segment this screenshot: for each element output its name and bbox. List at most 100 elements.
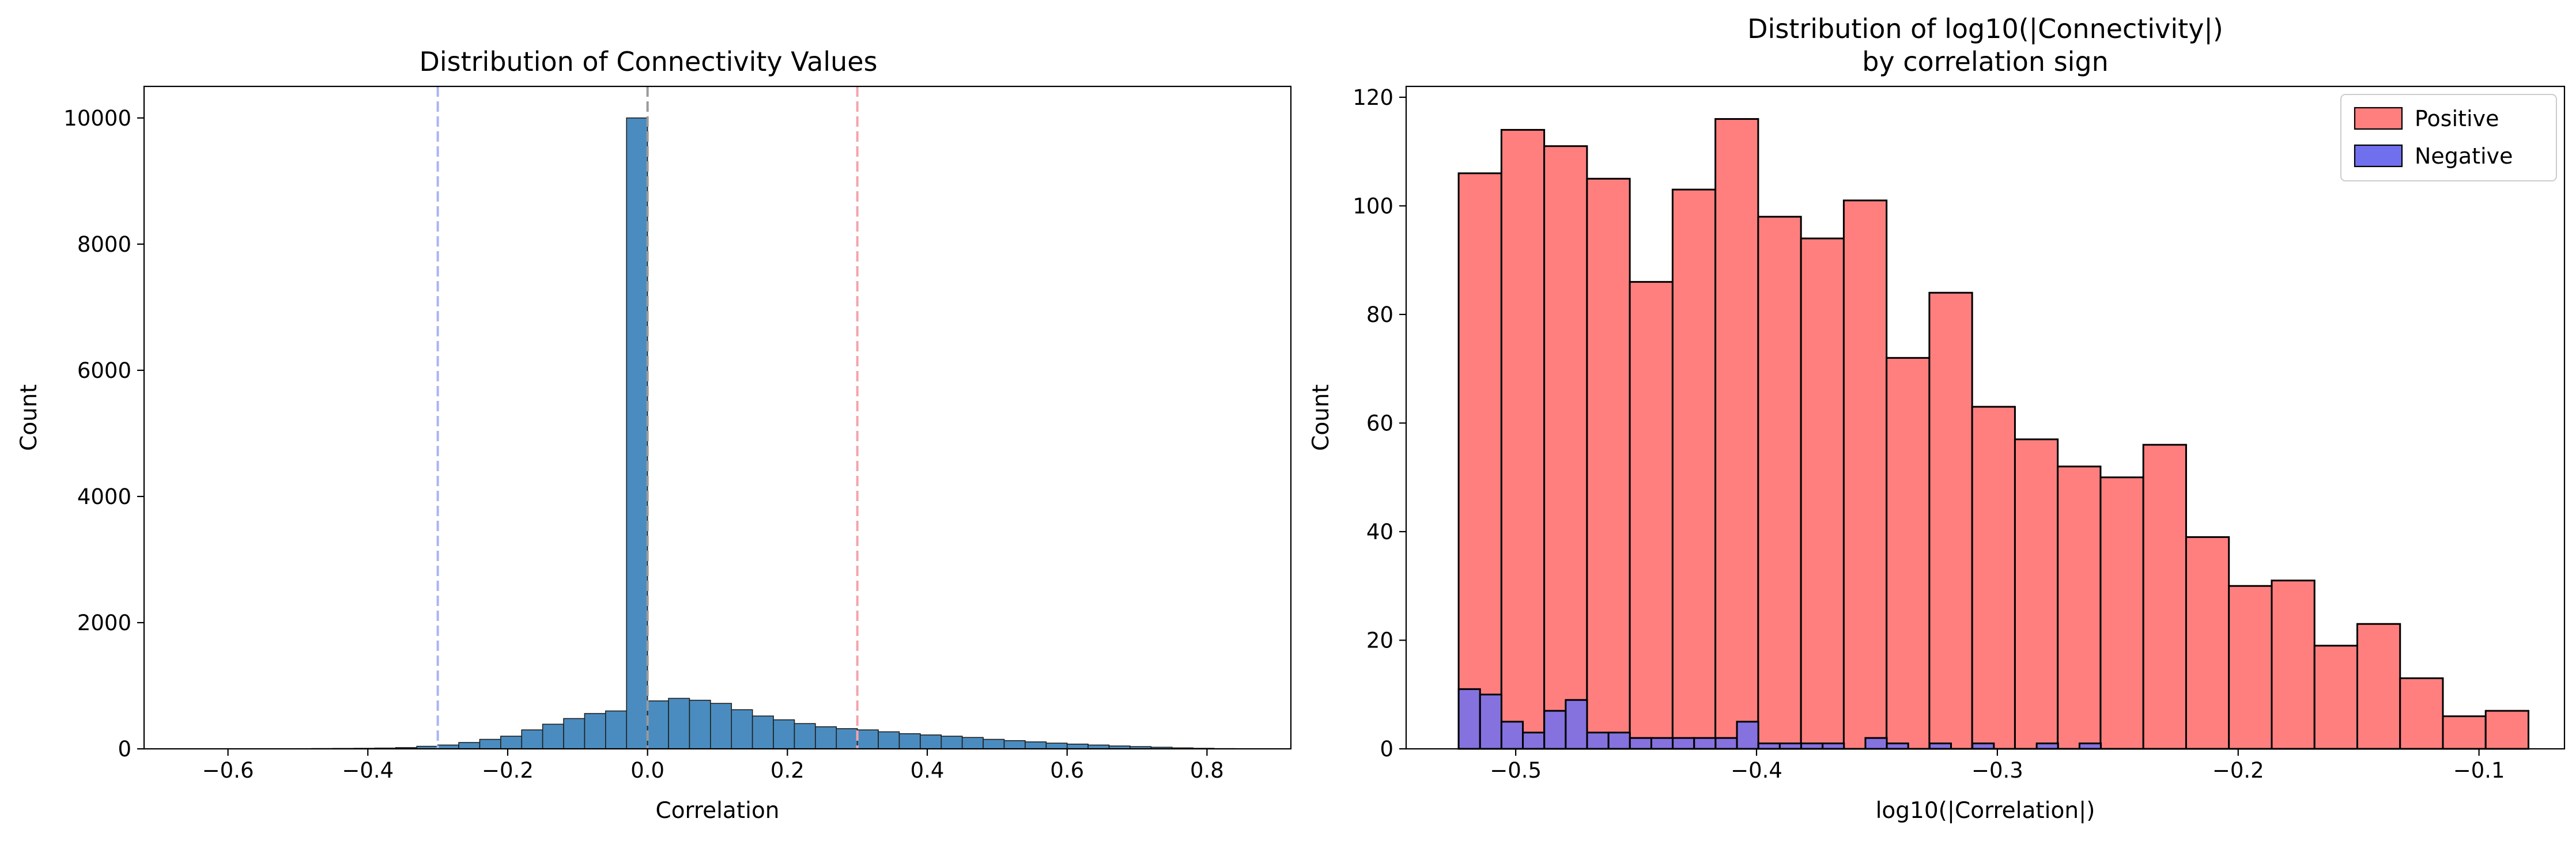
positive-bar [2142, 444, 2187, 750]
positive-bar [1928, 291, 1973, 750]
histogram-bar [1003, 740, 1026, 749]
histogram-bar [836, 728, 858, 749]
histogram-bar [605, 710, 628, 749]
histogram-bar [542, 723, 564, 749]
negative-bar [1822, 742, 1845, 750]
chart1-reference-lines [436, 86, 859, 749]
x-tick-label: −0.2 [482, 758, 534, 783]
chart2-x-axis-label: log10(|Correlation|) [1876, 798, 2095, 824]
negative-bar [1800, 742, 1824, 750]
chart1-bars [290, 117, 1236, 749]
negative-bar [1629, 737, 1652, 750]
negative-bar [1886, 742, 1909, 750]
positive-bar [1800, 237, 1845, 750]
negative-bar [1736, 721, 1759, 750]
histogram-bar [563, 718, 586, 749]
negative-bar [1565, 699, 1588, 750]
negative-bar [1543, 710, 1567, 750]
x-tick-label: 0.6 [1050, 758, 1084, 783]
histogram-bar [961, 737, 984, 749]
negative-bar [1522, 732, 1546, 750]
positive-bar [1543, 145, 1588, 750]
y-tick-label: 80 [1366, 302, 1393, 327]
y-tick-label: 60 [1366, 411, 1393, 435]
y-tick-label: 6000 [77, 358, 131, 383]
chart1-y-ticks: 0 2000 4000 6000 8000 10000 [63, 106, 144, 762]
x-tick-label: −0.4 [342, 758, 394, 783]
positive-bar [2185, 536, 2230, 750]
negative-bar [1607, 732, 1631, 750]
log-connectivity-histogram-panel: Distribution of log10(|Connectivity|) by… [1308, 13, 2566, 824]
positive-bar [2014, 438, 2059, 750]
negative-bar [1928, 742, 1952, 750]
positive-bar [2099, 476, 2144, 750]
x-tick-label: −0.1 [2453, 758, 2505, 783]
negative-bar [1778, 742, 1802, 750]
positive-bar [1757, 215, 1802, 750]
positive-bar [2399, 677, 2444, 750]
histogram-bar [710, 703, 732, 749]
x-tick-label: 0.0 [630, 758, 664, 783]
histogram-bar [500, 736, 523, 749]
positive-bar [2228, 585, 2273, 750]
histogram-bar [479, 738, 501, 749]
histogram-bar [584, 713, 606, 749]
positive-bar [1586, 177, 1631, 750]
histogram-bar [815, 726, 837, 749]
negative-bar [1714, 737, 1738, 750]
chart2-positive-bars [1457, 118, 2530, 750]
negative-bar [1500, 721, 1524, 750]
positive-bar [1671, 188, 1717, 750]
x-tick-label: −0.6 [202, 758, 254, 783]
histogram-bar [1045, 742, 1068, 749]
x-tick-label: −0.3 [1971, 758, 2023, 783]
chart1-y-axis-label: Count [16, 384, 42, 451]
positive-bar [1842, 199, 1888, 750]
negative-bar [1757, 742, 1781, 750]
positive-bar [2484, 710, 2530, 750]
positive-bar [2057, 465, 2102, 750]
negative-bar [1586, 732, 1610, 750]
histogram-bar [731, 709, 753, 749]
chart1-axes-frame [143, 85, 1292, 750]
y-tick-label: 4000 [77, 484, 131, 509]
positive-bar [1457, 172, 1502, 750]
histogram-bar [940, 736, 963, 749]
chart2-subtitle: by correlation sign [1862, 46, 2109, 77]
legend-positive-swatch [2354, 107, 2403, 130]
positive-bar [1714, 118, 1759, 750]
histogram-bar [626, 117, 648, 749]
legend-positive-label: Positive [2415, 106, 2499, 131]
histogram-bar [1066, 743, 1089, 749]
legend-negative-swatch [2354, 144, 2403, 168]
positive-bar [2442, 715, 2487, 750]
y-tick-label: 2000 [77, 611, 131, 635]
y-tick-label: 8000 [77, 232, 131, 257]
negative-bar [1479, 694, 1502, 750]
y-tick-label: 0 [118, 737, 131, 762]
chart1-x-axis-label: Correlation [655, 798, 779, 824]
histogram-bar [773, 719, 795, 749]
chart1-title: Distribution of Connectivity Values [419, 46, 877, 77]
histogram-bar [521, 729, 543, 749]
histogram-bar [983, 738, 1005, 749]
positive-bar [1500, 128, 1546, 750]
chart2-x-ticks: −0.5 −0.4 −0.3 −0.2 −0.1 [1490, 749, 2505, 783]
y-tick-label: 100 [1353, 194, 1393, 218]
x-tick-label: −0.5 [1490, 758, 1542, 783]
histogram-bar [1025, 741, 1047, 749]
negative-bar [2078, 742, 2102, 750]
negative-bar [1971, 742, 1995, 750]
legend-negative-label: Negative [2415, 143, 2513, 169]
x-tick-label: 0.8 [1190, 758, 1224, 783]
chart2-y-ticks: 0 20 40 60 80 100 120 [1353, 85, 1406, 762]
negative-bar [1672, 737, 1695, 750]
y-tick-label: 10000 [63, 106, 131, 131]
positive-bar [2271, 579, 2316, 750]
histogram-bar [668, 698, 690, 749]
positive-bar [1886, 357, 1931, 750]
negative-bar [1693, 737, 1717, 750]
positive-bar [1629, 281, 1674, 750]
y-tick-label: 0 [1380, 737, 1393, 762]
